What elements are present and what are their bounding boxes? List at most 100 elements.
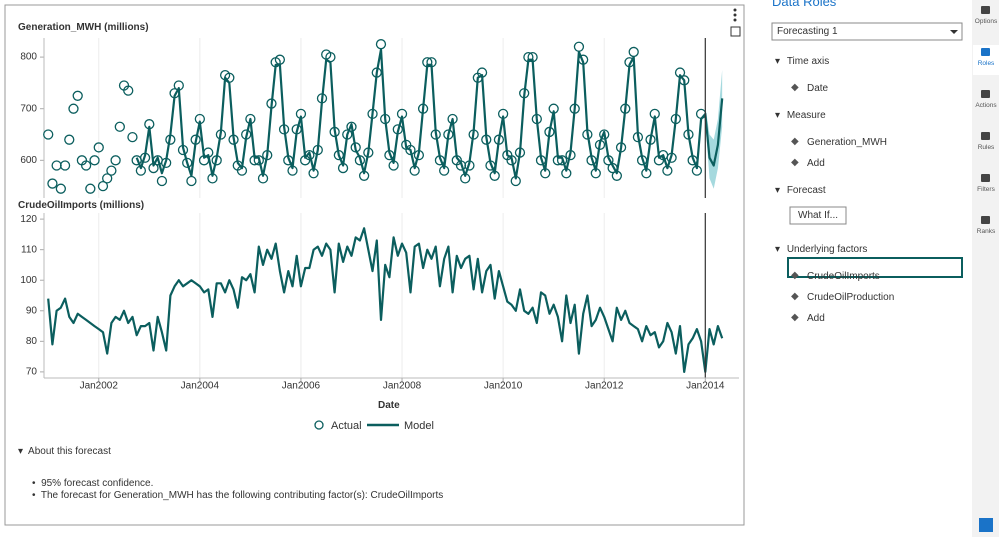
role-item[interactable]: Generation_MWH: [807, 137, 888, 148]
actual-point: [110, 155, 121, 166]
sidebar-label[interactable]: Options: [974, 18, 998, 25]
series-line: [135, 48, 724, 180]
role-item[interactable]: Add: [807, 158, 825, 169]
x-tick-label: Jan2012: [585, 381, 624, 392]
y-tick-label: 100: [20, 275, 37, 286]
y-tick-label: 70: [26, 367, 38, 378]
dropdown-value: Forecasting 1: [777, 26, 838, 37]
role-icon: ◆: [791, 157, 799, 168]
y-tick-label: 800: [20, 52, 37, 63]
role-item[interactable]: CrudeOilImports: [807, 271, 880, 282]
section-header[interactable]: ▾ Measure: [775, 110, 826, 121]
actual-point: [156, 175, 168, 187]
role-icon: ◆: [791, 82, 799, 93]
section-label: Forecast: [786, 185, 826, 196]
whatif-button[interactable]: [789, 206, 847, 225]
sidebar-label[interactable]: Filters: [977, 186, 995, 193]
role-icon: ◆: [791, 312, 799, 323]
pin-icon[interactable]: [979, 518, 993, 532]
about-title[interactable]: ▾ About this forecast: [18, 446, 111, 457]
report-panel: [4, 4, 745, 526]
about-text: 95% forecast confidence.: [41, 478, 154, 489]
chart-title: CrudeOilImports (millions): [18, 200, 145, 211]
actual-point: [55, 183, 66, 194]
role-item[interactable]: CrudeOilProduction: [807, 292, 895, 303]
about-item: • The forecast for Generation_MWH has th…: [32, 490, 444, 501]
section-header[interactable]: ▾ Forecast: [775, 185, 826, 196]
x-tick-label: Jan2014: [686, 381, 725, 392]
sidebar-label[interactable]: Actions: [975, 102, 997, 109]
menu-icon[interactable]: [733, 8, 737, 22]
y-tick-label: 600: [20, 155, 37, 166]
y-tick-label: 80: [26, 336, 38, 347]
actual-point: [80, 160, 92, 171]
sidebar: [972, 0, 999, 537]
sidebar-label[interactable]: Ranks: [976, 228, 996, 235]
legend-marker: [314, 420, 324, 430]
actual-point: [102, 173, 113, 184]
role-item[interactable]: Add: [807, 313, 825, 324]
section-header[interactable]: ▾ Underlying factors: [775, 244, 868, 255]
section-header[interactable]: ▾ Time axis: [775, 56, 830, 67]
sidebar-icon: [981, 216, 990, 224]
dropdown[interactable]: [771, 22, 963, 41]
actual-point: [89, 155, 100, 166]
actual-point: [182, 157, 193, 169]
sidebar-icon: [981, 174, 990, 182]
actual-point: [599, 129, 610, 140]
x-tick-label: Jan2004: [181, 381, 220, 392]
section-label: Time axis: [786, 56, 830, 67]
actual-point: [68, 103, 79, 114]
roles-panel: [758, 0, 972, 537]
chart-title: Generation_MWH (millions): [18, 22, 149, 33]
sidebar-label[interactable]: Roles: [977, 60, 995, 67]
x-tick-label: Jan2006: [282, 381, 321, 392]
sidebar-icon: [981, 90, 990, 98]
sidebar-icon: [981, 48, 990, 56]
role-icon: ◆: [791, 136, 799, 147]
actual-point: [43, 129, 54, 140]
sidebar-icon: [981, 132, 990, 140]
actual-point: [253, 155, 264, 166]
y-tick-label: 110: [21, 244, 37, 255]
role-item[interactable]: Date: [807, 83, 829, 94]
actual-point: [114, 121, 125, 132]
role-icon: ◆: [791, 291, 799, 302]
selected-item[interactable]: [787, 257, 963, 278]
actual-point: [72, 90, 83, 101]
y-tick-label: 700: [20, 103, 37, 114]
actual-point: [123, 85, 134, 96]
y-tick-label: 120: [20, 214, 37, 225]
actual-point: [127, 131, 138, 143]
dropdown-arrow: [950, 30, 958, 34]
series-line: [47, 227, 724, 373]
maximize-icon[interactable]: [730, 26, 741, 37]
section-label: Underlying factors: [786, 244, 868, 255]
x-axis-label: Date: [378, 400, 400, 411]
y-tick-label: 90: [26, 305, 38, 316]
actual-point: [59, 160, 71, 171]
button-label[interactable]: What If...: [798, 210, 839, 221]
sidebar-icon: [981, 6, 990, 14]
actual-point: [85, 183, 96, 194]
panel-title: Data Roles: [772, 0, 837, 9]
actual-point: [106, 165, 117, 176]
x-tick-label: Jan2010: [484, 381, 523, 392]
actual-point: [97, 180, 109, 192]
legend-entry: Model: [404, 420, 434, 432]
section-label: Measure: [786, 110, 826, 121]
actual-point: [47, 178, 58, 189]
about-item: • 95% forecast confidence.: [32, 478, 154, 489]
actual-point: [506, 155, 517, 166]
legend-entry: Actual: [331, 420, 362, 432]
actual-point: [93, 142, 104, 153]
about-text: The forecast for Generation_MWH has the …: [40, 490, 444, 501]
about-title-text: About this forecast: [28, 446, 111, 457]
actual-point: [346, 121, 357, 132]
sidebar-label[interactable]: Rules: [977, 144, 995, 151]
x-tick-label: Jan2008: [383, 381, 422, 392]
actual-point: [64, 134, 75, 145]
role-icon: ◆: [791, 270, 799, 281]
